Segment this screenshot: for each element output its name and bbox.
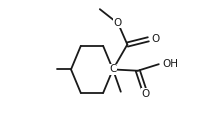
Text: O: O [113, 18, 122, 28]
Text: O: O [141, 89, 150, 99]
Text: OH: OH [162, 59, 178, 69]
Text: O: O [152, 34, 160, 44]
Text: C: C [109, 64, 117, 74]
